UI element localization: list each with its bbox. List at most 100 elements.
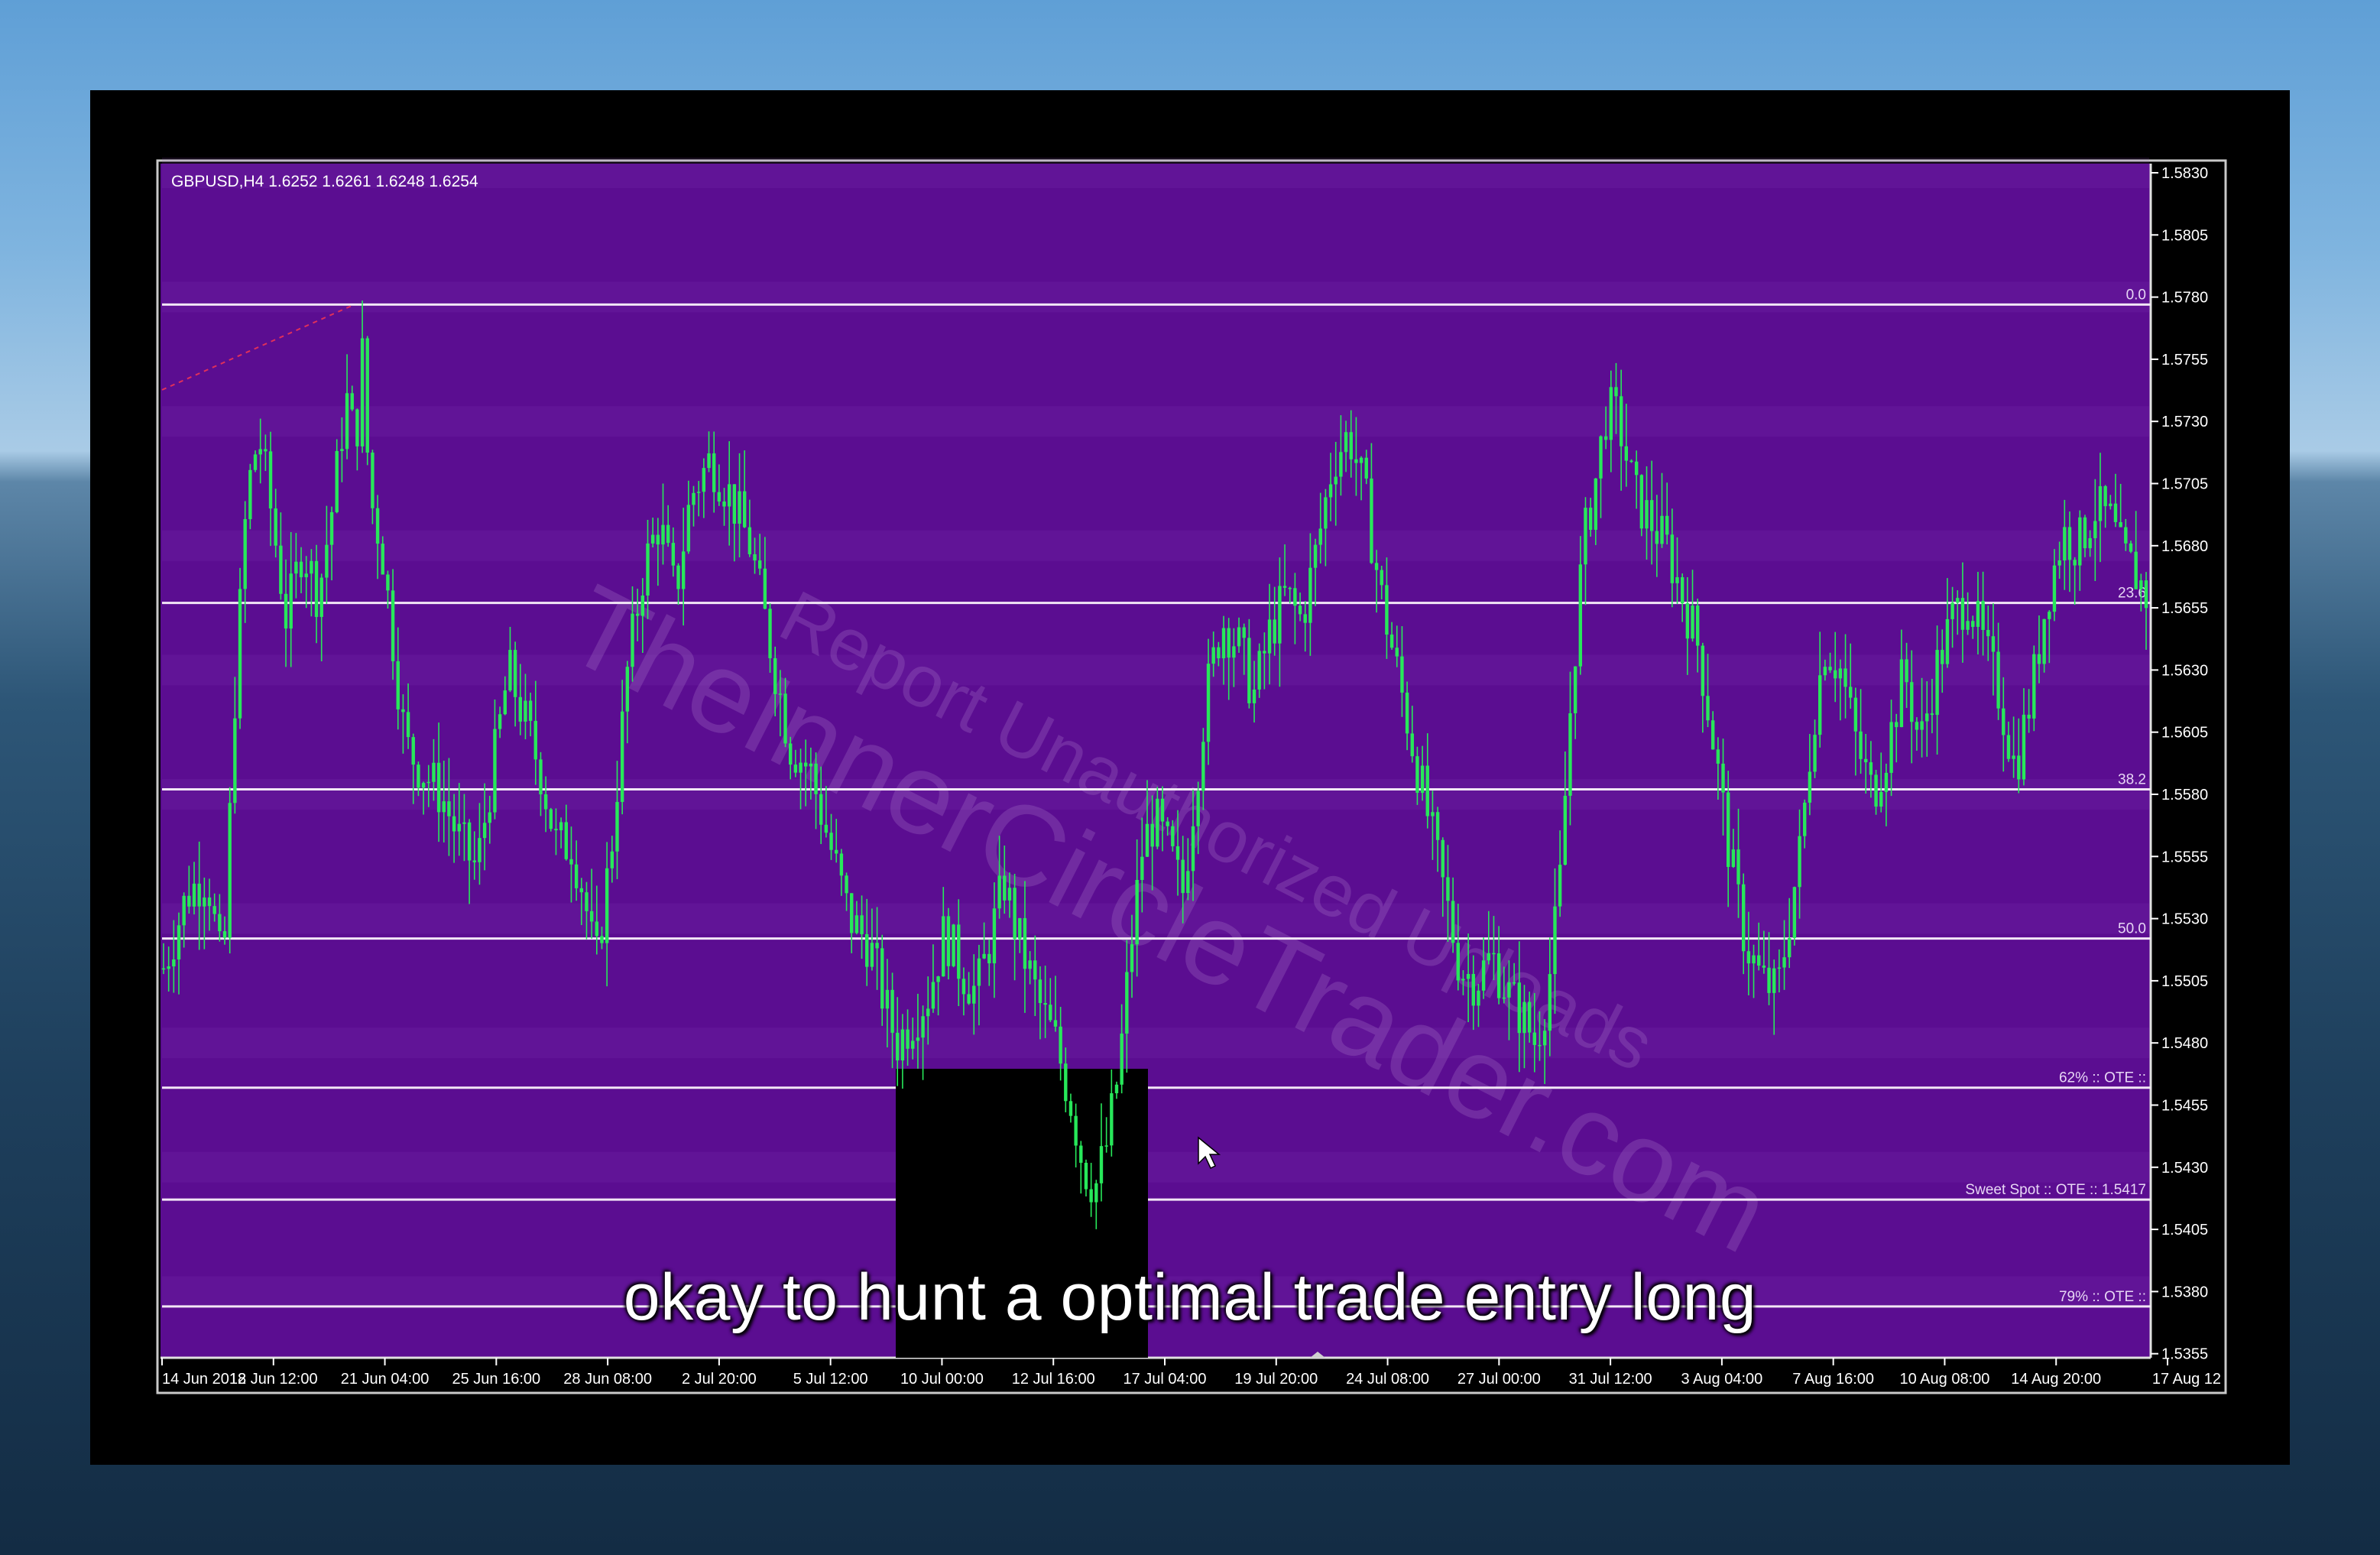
candle — [1487, 911, 1490, 965]
candle — [2113, 473, 2118, 528]
candle — [722, 488, 726, 526]
candle — [1950, 586, 1954, 648]
candle — [498, 706, 502, 739]
candle — [1175, 810, 1180, 896]
candle — [386, 570, 390, 609]
candlestick-series — [161, 300, 2148, 1084]
candle — [1221, 615, 1226, 685]
candle — [310, 549, 313, 617]
candle — [1068, 1093, 1073, 1123]
band — [162, 1276, 2149, 1307]
candle — [1645, 466, 1649, 560]
candle — [314, 544, 319, 644]
time-tick-label: 3 Aug 04:00 — [1681, 1371, 1762, 1388]
candle — [1741, 873, 1746, 975]
candle — [890, 972, 894, 1069]
candle — [340, 417, 344, 482]
candle — [875, 907, 879, 990]
candle — [1849, 643, 1853, 709]
candle — [1578, 536, 1583, 675]
candle — [417, 761, 420, 797]
candle — [1156, 787, 1159, 849]
candle — [758, 534, 762, 576]
candle — [850, 893, 854, 953]
candle — [1415, 746, 1419, 805]
candle — [1196, 781, 1200, 855]
candle — [666, 505, 670, 547]
price-tick-label: 1.5680 — [2161, 538, 2208, 555]
candle — [635, 589, 640, 641]
candle — [574, 840, 579, 901]
candle — [1237, 617, 1241, 653]
candle — [1502, 966, 1506, 1004]
candle — [299, 547, 303, 593]
candle — [1614, 362, 1618, 434]
candle — [478, 803, 482, 885]
band — [162, 654, 2149, 686]
candle — [1405, 681, 1409, 751]
candle — [1532, 993, 1536, 1073]
candle — [585, 881, 589, 940]
candle — [712, 431, 716, 513]
candle — [2027, 689, 2031, 733]
price-tick-label: 1.5705 — [2161, 476, 2208, 493]
candle — [564, 804, 569, 861]
candle — [1120, 1004, 1124, 1094]
candle — [942, 887, 945, 977]
candle — [1324, 489, 1328, 566]
candle — [528, 693, 533, 737]
candle — [1033, 935, 1037, 1016]
candle — [360, 300, 365, 453]
candle — [1451, 877, 1455, 953]
candle — [605, 842, 609, 987]
candle — [1023, 881, 1027, 1013]
candle — [1191, 790, 1195, 901]
candle — [442, 761, 446, 843]
candle — [1813, 719, 1817, 778]
time-tick-label: 17 Jul 04:00 — [1124, 1371, 1207, 1388]
candle — [1242, 623, 1246, 675]
candle — [1298, 592, 1302, 622]
candle — [1400, 626, 1404, 717]
candle — [1991, 603, 1996, 696]
price-tick-label: 1.5505 — [2161, 973, 2208, 990]
candle — [702, 458, 706, 518]
candle — [1420, 745, 1425, 801]
candle — [1746, 911, 1751, 995]
candle — [1282, 544, 1287, 596]
candle — [426, 765, 430, 807]
candle — [243, 501, 247, 623]
price-tick-label: 1.5805 — [2161, 227, 2208, 244]
candle — [1425, 733, 1429, 829]
video-subtitle: okay to hunt a optimal trade entry long — [623, 1261, 1757, 1334]
band — [162, 406, 2149, 437]
time-tick-label: 10 Aug 08:00 — [1899, 1371, 1989, 1388]
candle — [1838, 659, 1843, 721]
candle — [1874, 769, 1878, 815]
candle — [615, 761, 619, 880]
candle — [1599, 435, 1603, 518]
price-tick-label: 1.5605 — [2161, 725, 2208, 742]
candle — [1716, 737, 1720, 800]
candle — [207, 878, 212, 931]
candle — [1512, 963, 1516, 986]
candle — [1808, 734, 1812, 816]
candle — [1099, 1103, 1104, 1202]
candle — [274, 489, 277, 558]
candle — [946, 907, 951, 980]
candle — [2012, 716, 2015, 778]
candle — [906, 1009, 910, 1066]
candle — [1675, 537, 1679, 605]
time-tick-label: 19 Jul 20:00 — [1234, 1371, 1318, 1388]
candle — [1706, 654, 1710, 728]
candle — [1110, 1069, 1114, 1157]
candle — [961, 967, 966, 1016]
candle — [1859, 689, 1863, 774]
candle — [2134, 511, 2138, 589]
time-tick-label: 12 Jul 16:00 — [1012, 1371, 1095, 1388]
candle — [406, 683, 410, 749]
candle — [1981, 571, 1985, 656]
candle — [2093, 479, 2097, 582]
candle — [829, 813, 833, 860]
candle — [177, 912, 181, 995]
